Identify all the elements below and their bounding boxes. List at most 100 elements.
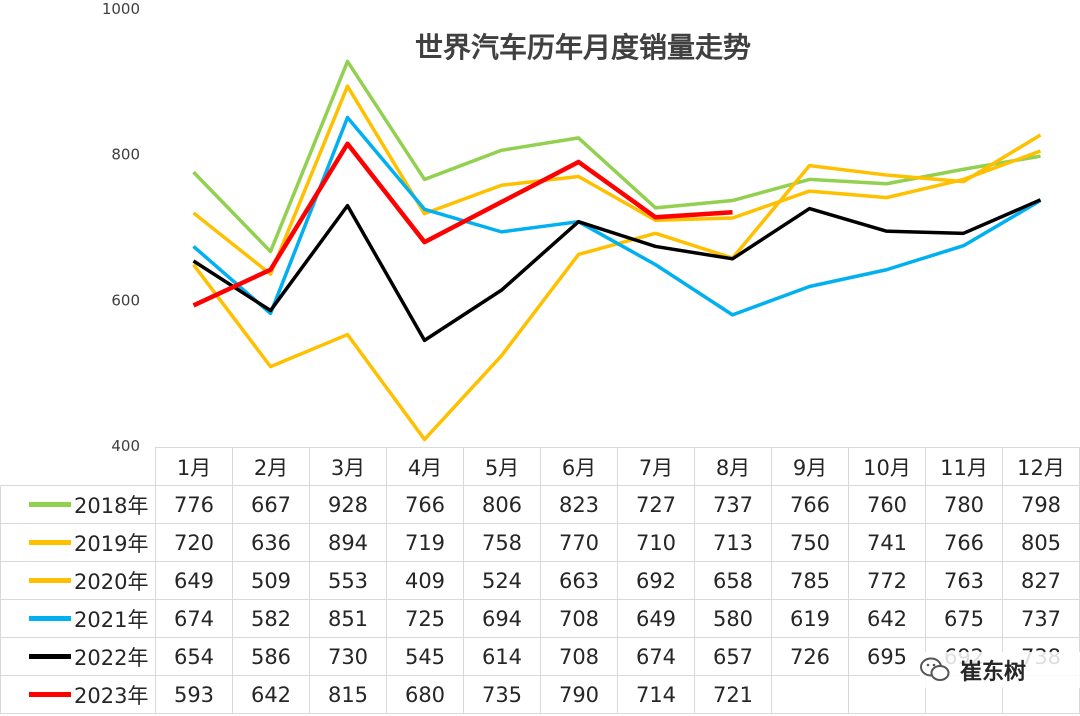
data-label: 649 bbox=[155, 561, 233, 600]
legend-swatch bbox=[29, 502, 71, 507]
month-label: 7月 bbox=[617, 447, 695, 486]
data-label: 509 bbox=[232, 561, 310, 600]
legend-entry: 2023年 bbox=[0, 675, 156, 714]
data-label: 619 bbox=[771, 599, 849, 638]
data-label: 772 bbox=[848, 561, 926, 600]
table-row: 2019年 720 636 894 719 758 770 710 713 750 741 766 80… bbox=[0, 523, 1080, 562]
month-label: 6月 bbox=[540, 447, 618, 486]
wechat-icon bbox=[920, 657, 950, 681]
data-label: 663 bbox=[540, 561, 618, 600]
data-label: 735 bbox=[463, 675, 541, 714]
data-label: 593 bbox=[155, 675, 233, 714]
month-label: 2月 bbox=[232, 447, 310, 486]
y-tick-label: 1000 bbox=[102, 0, 140, 18]
data-label: 763 bbox=[925, 561, 1003, 600]
legend-entry: 2018年 bbox=[0, 485, 156, 524]
data-label: 726 bbox=[771, 637, 849, 676]
data-label: 827 bbox=[1002, 561, 1080, 600]
data-label: 725 bbox=[386, 599, 464, 638]
legend-swatch bbox=[29, 654, 71, 659]
data-label: 642 bbox=[232, 675, 310, 714]
table-row: 2020年 649 509 553 409 524 663 692 658 785 772 763 82… bbox=[0, 561, 1080, 600]
series-line-2 bbox=[192, 133, 1042, 442]
watermark-text: 崔东树 bbox=[960, 660, 1027, 685]
data-label: 750 bbox=[771, 523, 849, 562]
series-name: 2023年 bbox=[74, 683, 149, 708]
data-label: 545 bbox=[386, 637, 464, 676]
data-label: 524 bbox=[463, 561, 541, 600]
data-label: 730 bbox=[309, 637, 387, 676]
table-corner bbox=[0, 447, 156, 486]
data-label: 727 bbox=[617, 485, 695, 524]
data-label: 636 bbox=[232, 523, 310, 562]
watermark: 崔东树 bbox=[920, 652, 1080, 688]
data-label: 708 bbox=[540, 599, 618, 638]
data-label: 692 bbox=[617, 561, 695, 600]
month-label: 10月 bbox=[848, 447, 926, 486]
data-label: 815 bbox=[309, 675, 387, 714]
chart-title: 世界汽车历年月度销量走势 bbox=[415, 31, 751, 64]
data-label: 409 bbox=[386, 561, 464, 600]
data-label bbox=[771, 675, 849, 714]
month-label: 3月 bbox=[309, 447, 387, 486]
data-label: 708 bbox=[540, 637, 618, 676]
legend-entry: 2020年 bbox=[0, 561, 156, 600]
month-label: 5月 bbox=[463, 447, 541, 486]
series-name: 2019年 bbox=[74, 531, 149, 556]
series-name: 2020年 bbox=[74, 569, 149, 594]
data-label: 674 bbox=[155, 599, 233, 638]
table-header-row: 1月 2月 3月 4月 5月 6月 7月 8月 9月 10月 11月 12月 bbox=[0, 447, 1080, 486]
data-label: 695 bbox=[848, 637, 926, 676]
data-label: 758 bbox=[463, 523, 541, 562]
table-row: 2023年 593 642 815 680 735 790 714 721 bbox=[0, 675, 1080, 714]
data-label: 582 bbox=[232, 599, 310, 638]
data-table: 1月 2月 3月 4月 5月 6月 7月 8月 9月 10月 11月 12月 2018年 776 667 92… bbox=[0, 447, 1080, 714]
data-label: 719 bbox=[386, 523, 464, 562]
data-label: 642 bbox=[848, 599, 926, 638]
series-line-1 bbox=[192, 84, 1042, 276]
data-label: 721 bbox=[694, 675, 772, 714]
data-label: 766 bbox=[925, 523, 1003, 562]
data-label: 694 bbox=[463, 599, 541, 638]
data-label: 580 bbox=[694, 599, 772, 638]
data-label: 823 bbox=[540, 485, 618, 524]
data-label: 714 bbox=[617, 675, 695, 714]
table-row: 2022年65458673054561470867465772669569273… bbox=[0, 637, 1080, 676]
data-label: 770 bbox=[540, 523, 618, 562]
legend-swatch bbox=[29, 578, 71, 583]
month-label: 9月 bbox=[771, 447, 849, 486]
data-label: 680 bbox=[386, 675, 464, 714]
legend-swatch bbox=[29, 616, 71, 621]
month-label: 4月 bbox=[386, 447, 464, 486]
series-name: 2021年 bbox=[74, 607, 149, 632]
data-label: 894 bbox=[309, 523, 387, 562]
data-label: 737 bbox=[1002, 599, 1080, 638]
series-line-4 bbox=[192, 198, 1042, 343]
data-label: 741 bbox=[848, 523, 926, 562]
data-label: 806 bbox=[463, 485, 541, 524]
data-label: 713 bbox=[694, 523, 772, 562]
data-label: 710 bbox=[617, 523, 695, 562]
data-label: 614 bbox=[463, 637, 541, 676]
legend-entry: 2019年 bbox=[0, 523, 156, 562]
data-label: 928 bbox=[309, 485, 387, 524]
y-tick-label: 600 bbox=[111, 291, 140, 309]
table-row: 2018年 776 667 928 766 806 823 727 737 766 760 780 79… bbox=[0, 485, 1080, 524]
legend-swatch bbox=[29, 692, 71, 697]
data-label: 766 bbox=[386, 485, 464, 524]
data-label: 766 bbox=[771, 485, 849, 524]
series-name: 2018年 bbox=[74, 493, 149, 518]
legend-entry: 2021年 bbox=[0, 599, 156, 638]
data-label: 720 bbox=[155, 523, 233, 562]
data-label: 737 bbox=[694, 485, 772, 524]
data-label: 675 bbox=[925, 599, 1003, 638]
series-line-5 bbox=[192, 141, 733, 308]
data-label: 851 bbox=[309, 599, 387, 638]
table-row: 2021年 674 582 851 725 694 708 649 580 619 642 675 73… bbox=[0, 599, 1080, 638]
data-label: 553 bbox=[309, 561, 387, 600]
series-line-0 bbox=[192, 59, 1041, 254]
data-label: 776 bbox=[155, 485, 233, 524]
